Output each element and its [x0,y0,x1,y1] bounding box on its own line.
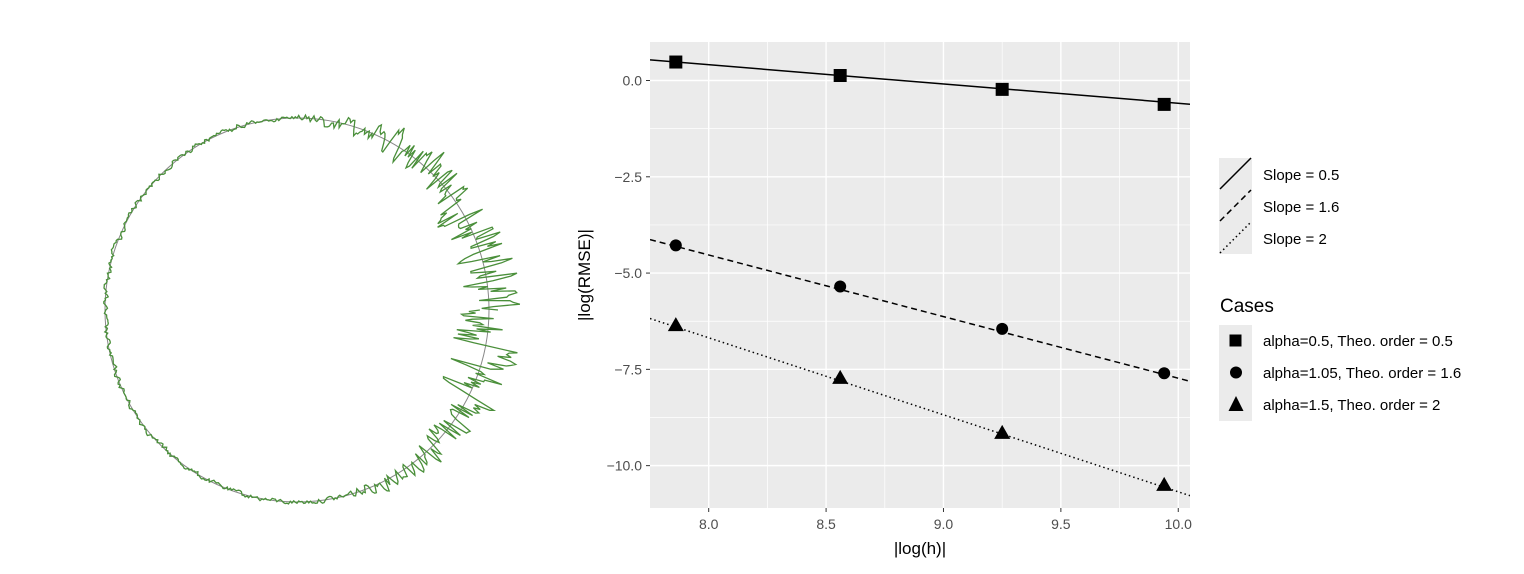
fit-line-solid [650,59,1190,105]
point-triangle [994,424,1011,439]
x-tick-label: 9.5 [1051,516,1071,532]
legend-cases-title: Cases [1220,296,1274,317]
plot-panel [650,42,1190,508]
point-square [669,55,683,69]
point-square [1157,97,1171,111]
legend-key-dashed [1219,189,1252,222]
legend-case-label: alpha=1.5, Theo. order = 2 [1263,397,1440,414]
data-points [667,55,1173,491]
y-axis-title: |log(RMSE)| [575,229,594,321]
legend-cases: Cases alpha=0.5, Theo. order = 0.5 alpha… [1219,296,1461,421]
legend-case-label: alpha=0.5, Theo. order = 0.5 [1263,333,1453,350]
legend-case-label: alpha=1.05, Theo. order = 1.6 [1263,365,1461,382]
point-triangle [832,369,849,384]
x-tick-label: 9.0 [934,516,954,532]
point-square [995,82,1009,96]
legend-lines: Slope = 0.5 Slope = 1.6 Slope = 2 [1219,157,1339,254]
y-tick-label: −7.5 [614,361,642,377]
point-circle [669,239,682,252]
legend-key-solid [1219,157,1252,190]
fit-line-dashed [650,238,1190,383]
legend-line-label: Slope = 2 [1263,231,1327,248]
legend-line-label: Slope = 1.6 [1263,199,1339,216]
x-tick-label: 8.5 [816,516,836,532]
legend-line-label: Slope = 0.5 [1263,167,1339,184]
point-circle [834,280,847,293]
x-axis-title: |log(h)| [894,539,946,558]
y-axis: 0.0 −2.5 −5.0 −7.5 −10.0 [607,73,650,474]
fit-lines [650,59,1190,497]
x-tick-label: 8.0 [699,516,719,532]
x-tick-label: 10.0 [1165,516,1192,532]
legend-circle-marker [1230,366,1242,379]
legend-square-marker [1229,334,1242,347]
point-circle [1158,367,1171,380]
radial-figure [103,113,521,505]
point-square [833,69,847,83]
point-circle [996,322,1009,335]
legend-key-dotted [1219,221,1252,254]
chart: 8.0 8.5 9.0 9.5 10.0 0.0 −2.5 −5.0 −7.5 −10.0 |l… [575,42,1461,558]
radial-noise-trace [103,113,521,505]
y-tick-label: −2.5 [614,169,642,185]
fit-line-dotted [650,317,1190,497]
y-tick-label: −5.0 [614,265,642,281]
point-triangle [1156,476,1173,491]
x-axis: 8.0 8.5 9.0 9.5 10.0 [699,508,1192,532]
legend-triangle-marker [1228,396,1244,411]
y-tick-label: 0.0 [623,73,643,89]
point-triangle [667,317,684,332]
y-tick-label: −10.0 [607,458,643,474]
